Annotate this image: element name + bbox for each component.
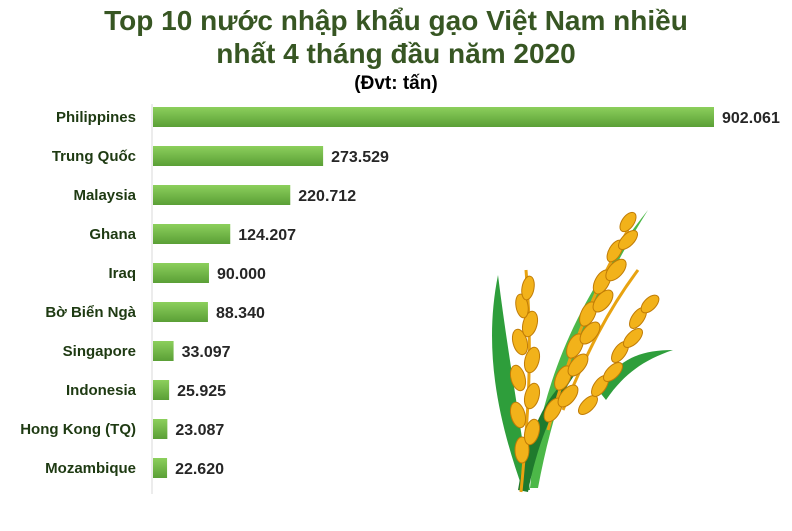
category-label: Mozambique [45, 460, 136, 477]
chart-title-line-2: nhất 4 tháng đầu năm 2020 [216, 38, 576, 69]
bar [153, 458, 168, 478]
chart-title-line-1: Top 10 nước nhập khẩu gạo Việt Nam nhiều [104, 5, 688, 36]
bar [153, 419, 168, 439]
data-label: 25.925 [177, 383, 226, 400]
data-label: 902.061 [722, 110, 780, 127]
data-label: 220.712 [298, 188, 356, 205]
category-label: Trung Quốc [52, 148, 136, 165]
bar [153, 380, 170, 400]
category-label: Iraq [108, 265, 136, 282]
category-label: Philippines [56, 109, 136, 126]
chart-title: Top 10 nước nhập khẩu gạo Việt Nam nhiều… [0, 4, 792, 70]
category-label: Hong Kong (TQ) [20, 421, 136, 438]
category-label: Malaysia [73, 187, 136, 204]
data-label: 33.097 [182, 344, 231, 361]
category-label: Indonesia [66, 382, 137, 399]
data-label: 90.000 [217, 266, 266, 283]
bar [153, 107, 714, 127]
data-label: 124.207 [238, 227, 296, 244]
data-label: 23.087 [175, 422, 224, 439]
bar [153, 263, 209, 283]
rice-stalk-icon [492, 210, 673, 493]
category-label: Ghana [89, 226, 136, 243]
category-label: Bờ Biển Ngà [45, 304, 136, 321]
data-label: 273.529 [331, 149, 389, 166]
data-label: 22.620 [175, 461, 224, 478]
bar [153, 224, 231, 244]
bar [153, 185, 291, 205]
data-label: 88.340 [216, 305, 265, 322]
category-label: Singapore [63, 343, 136, 360]
bar [153, 302, 208, 322]
bar [153, 146, 324, 166]
bar [153, 341, 174, 361]
unit-label: (Đvt: tấn) [354, 73, 438, 94]
